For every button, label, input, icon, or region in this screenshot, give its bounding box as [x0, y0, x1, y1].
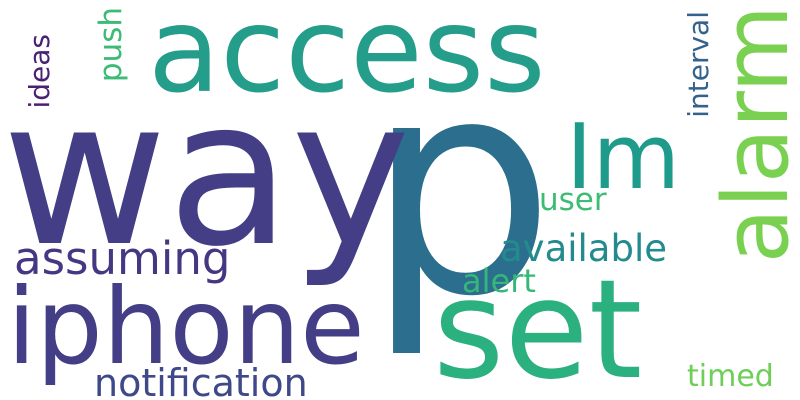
word-available: available — [500, 227, 668, 270]
word-push: push — [93, 7, 129, 83]
word-way: way — [2, 55, 411, 291]
word-notification: notification — [94, 361, 308, 400]
word-p: p — [366, 15, 556, 362]
word-user: user — [539, 182, 607, 218]
word-interval: interval — [682, 11, 715, 118]
word-ideas: ideas — [23, 34, 56, 109]
word-set: set — [433, 251, 643, 400]
word-iphone: iphone — [7, 266, 365, 388]
word-alert: alert — [462, 262, 536, 300]
word-timed: timed — [687, 359, 774, 394]
word-alarm: alarm — [704, 5, 800, 264]
word-assuming: assuming — [14, 232, 231, 285]
word-im: Im — [566, 105, 681, 210]
word-access: access — [148, 0, 546, 119]
